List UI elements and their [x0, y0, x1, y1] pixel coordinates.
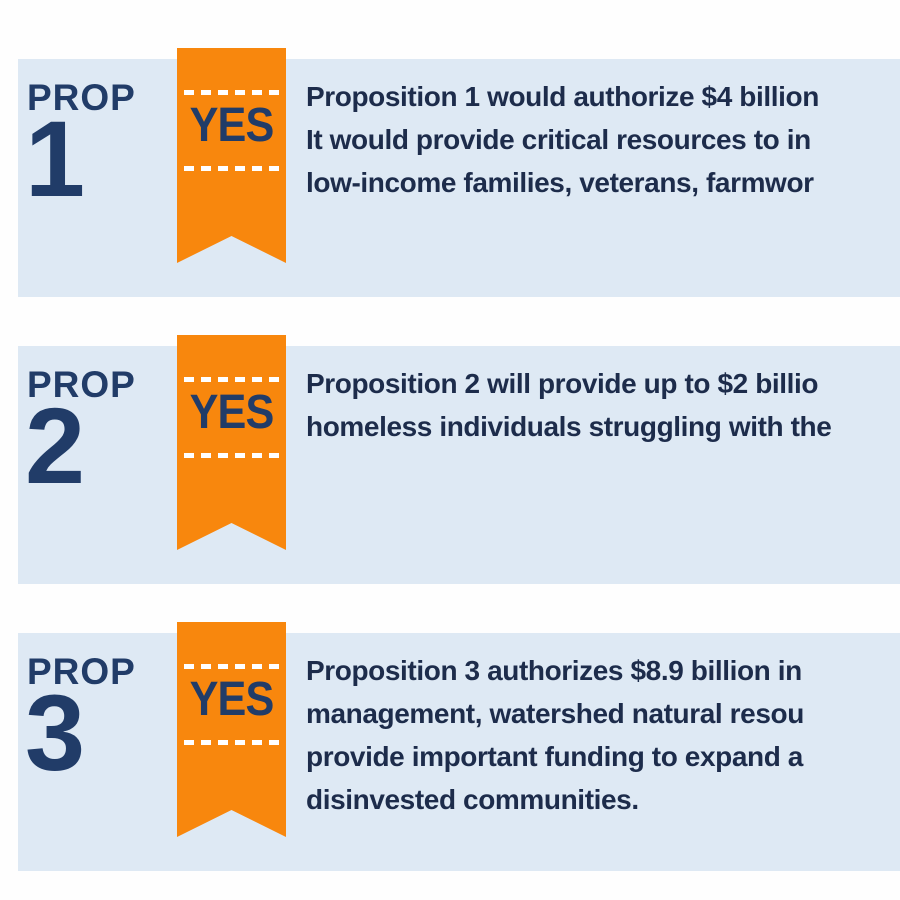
- description-line: low-income families, veterans, farmwor: [306, 167, 814, 198]
- prop-card: PROP 3 YES Proposition 3 authorizes $8.9…: [18, 633, 900, 871]
- prop-label: PROP: [27, 77, 136, 118]
- prop-label: PROP: [27, 651, 136, 692]
- yes-ribbon-banner-icon: YES: [177, 335, 286, 550]
- prop-number: 3: [25, 672, 86, 793]
- description-line: homeless individuals struggling with the: [306, 411, 832, 442]
- dashed-rule-bottom-icon: [184, 453, 279, 458]
- ribbon-label: YES: [189, 386, 274, 439]
- dashed-rule-bottom-icon: [184, 166, 279, 171]
- yes-ribbon-banner-icon: YES: [177, 48, 286, 263]
- description-line: Proposition 1 would authorize $4 billion: [306, 81, 819, 112]
- yes-ribbon-banner-icon: YES: [177, 622, 286, 837]
- ribbon-label: YES: [189, 99, 274, 152]
- description-line: management, watershed natural resou: [306, 698, 804, 729]
- description-line: It would provide critical resources to i…: [306, 124, 811, 155]
- prop-card: PROP 1 YES Proposition 1 would authorize…: [18, 59, 900, 297]
- dashed-rule-top-icon: [184, 90, 279, 95]
- dashed-rule-bottom-icon: [184, 740, 279, 745]
- description-line: Proposition 3 authorizes $8.9 billion in: [306, 655, 802, 686]
- prop-number: 2: [25, 385, 86, 506]
- prop-label: PROP: [27, 364, 136, 405]
- description-line: Proposition 2 will provide up to $2 bill…: [306, 368, 819, 399]
- prop-description: Proposition 3 authorizes $8.9 billion in…: [306, 649, 804, 821]
- prop-number: 1: [25, 98, 86, 219]
- ribbon-label: YES: [189, 673, 274, 726]
- prop-card: PROP 2 YES Proposition 2 will provide up…: [18, 346, 900, 584]
- description-line: disinvested communities.: [306, 784, 639, 815]
- dashed-rule-top-icon: [184, 664, 279, 669]
- dashed-rule-top-icon: [184, 377, 279, 382]
- prop-description: Proposition 2 will provide up to $2 bill…: [306, 362, 832, 448]
- description-line: provide important funding to expand a: [306, 741, 803, 772]
- prop-description: Proposition 1 would authorize $4 billion…: [306, 75, 819, 204]
